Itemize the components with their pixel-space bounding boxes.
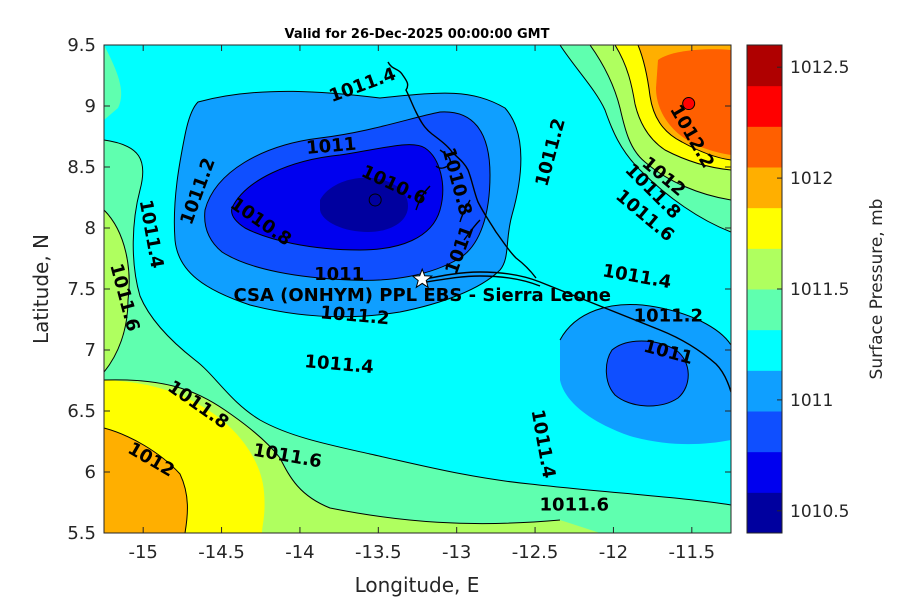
pressure-field xyxy=(104,45,731,533)
x-tick-label: -14 xyxy=(285,542,314,563)
colorbar-swatch xyxy=(747,45,782,87)
colorbar-tick-label: 1012 xyxy=(790,169,833,189)
colorbar-swatch xyxy=(747,207,782,249)
x-tick-label: -15 xyxy=(128,542,157,563)
y-tick-label: 7 xyxy=(85,340,96,361)
contour-lines xyxy=(104,45,731,533)
contour-label: 1011 xyxy=(305,134,357,159)
colorbar-swatch xyxy=(747,329,782,371)
contour-line-1010-8 xyxy=(204,111,491,281)
low-center-marker xyxy=(368,193,382,207)
site-star-marker xyxy=(411,267,434,289)
x-tick-label: -13 xyxy=(442,542,471,563)
contour-line-1011-8-ne xyxy=(614,45,731,171)
contour-line-1011-6-ne xyxy=(589,45,731,201)
contour-label: 1011.6 xyxy=(540,494,609,515)
coastline-north xyxy=(387,61,537,279)
y-tick-label: 9.5 xyxy=(67,35,96,56)
colorbar-swatch xyxy=(747,85,782,127)
colorbar-swatch xyxy=(747,167,782,209)
contour-line-1010-6 xyxy=(231,144,444,251)
contour-line-1010-8-se xyxy=(605,340,689,407)
y-tick-label: 9 xyxy=(85,96,96,117)
coastline-estuary xyxy=(415,149,481,241)
contour-line-1011-se xyxy=(559,304,731,346)
contour-line-1011-6-west xyxy=(104,209,130,373)
y-tick-label: 7.5 xyxy=(67,279,96,300)
y-axis-label: Latitude, N xyxy=(29,234,53,344)
colorbar-swatch xyxy=(747,411,782,453)
x-axis-label: Longitude, E xyxy=(355,573,480,597)
colorbar-tick-label: 1012.5 xyxy=(790,58,849,78)
contour-line-1011 xyxy=(173,90,522,318)
y-tick-label: 6 xyxy=(85,462,96,483)
field-level-1011-4-nw xyxy=(104,45,122,120)
colorbar-swatch xyxy=(747,492,782,534)
x-axis-ticks: -15 -14.5 -14 -13.5 -13 -12.5 -12 -11.5 xyxy=(128,45,715,563)
colorbar-swatch xyxy=(747,370,782,412)
high-center-marker xyxy=(682,97,696,111)
colorbar-tick-label: 1010.5 xyxy=(790,502,849,522)
field-level-1011-6-west xyxy=(104,210,130,372)
contour-line-1012-ne xyxy=(637,45,731,161)
colorbar: 1010.5 1011 1011.5 1012 1012.5 xyxy=(746,44,849,534)
site-label: CSA (ONHYM) PPL EBS - Sierra Leone xyxy=(233,285,610,306)
contour-line-1011-6-south xyxy=(104,379,561,525)
colorbar-label: Surface Pressure, mb xyxy=(867,199,887,380)
y-tick-label: 8.5 xyxy=(67,157,96,178)
x-tick-label: -12 xyxy=(599,542,628,563)
colorbar-swatch xyxy=(747,248,782,290)
y-tick-label: 5.5 xyxy=(67,523,96,544)
coastline-south xyxy=(419,271,731,393)
colorbar-swatch xyxy=(747,451,782,493)
coastline xyxy=(387,61,731,393)
y-tick-label: 8 xyxy=(85,218,96,239)
colorbar-tick-label: 1011.5 xyxy=(790,280,849,300)
chart-title: Valid for 26-Dec-2025 00:00:00 GMT xyxy=(285,27,550,42)
markers xyxy=(368,97,696,289)
contour-label: 1011 xyxy=(314,264,364,285)
y-axis-ticks: 5.5 6 6.5 7 7.5 8 8.5 9 9.5 xyxy=(67,35,731,544)
colorbar-swatch xyxy=(747,126,782,168)
x-tick-label: -14.5 xyxy=(198,542,245,563)
colorbar-tick-label: 1011 xyxy=(790,391,833,411)
y-tick-label: 6.5 xyxy=(67,401,96,422)
contour-line-1011-4-ne xyxy=(559,45,731,233)
x-tick-label: -13.5 xyxy=(355,542,402,563)
colorbar-swatch xyxy=(747,289,782,331)
x-tick-label: -11.5 xyxy=(669,542,716,563)
x-tick-label: -12.5 xyxy=(512,542,559,563)
field-level-1010-8-se xyxy=(606,341,689,406)
field-level-1010-4 xyxy=(320,177,408,232)
coastline-peninsula xyxy=(419,275,541,287)
contour-label: 1011.2 xyxy=(634,305,703,326)
contour-line-1011-4 xyxy=(104,139,731,506)
contour-line-1012-sw xyxy=(104,427,188,533)
field-level-1012-sw xyxy=(104,428,188,533)
